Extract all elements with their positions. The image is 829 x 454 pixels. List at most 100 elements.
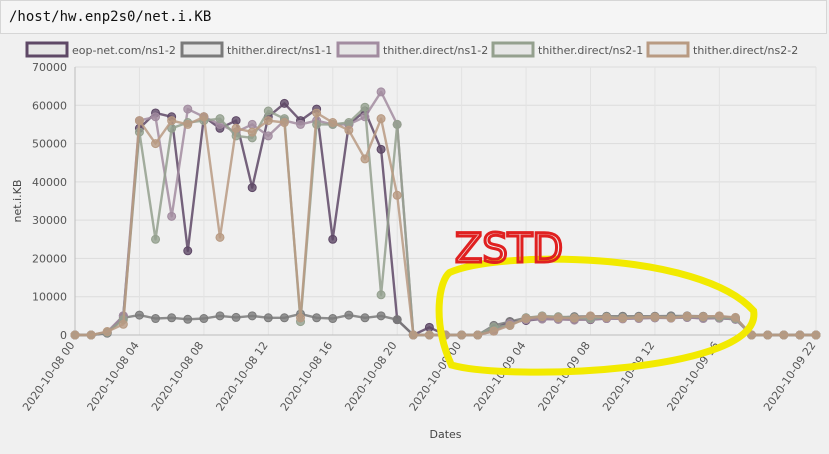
data-point[interactable] xyxy=(215,232,225,242)
legend-swatch xyxy=(646,41,690,58)
data-point[interactable] xyxy=(376,311,386,321)
data-point[interactable] xyxy=(151,139,161,149)
data-point[interactable] xyxy=(360,154,370,164)
x-tick-label: 2020-10-08 04 xyxy=(85,339,142,413)
data-point[interactable] xyxy=(553,313,563,323)
data-point[interactable] xyxy=(408,330,418,340)
data-point[interactable] xyxy=(650,312,660,322)
data-point[interactable] xyxy=(134,116,144,126)
data-point[interactable] xyxy=(199,112,209,122)
data-point[interactable] xyxy=(763,330,773,340)
data-point[interactable] xyxy=(505,320,515,330)
data-point[interactable] xyxy=(489,326,499,336)
data-point[interactable] xyxy=(360,313,370,323)
series-line xyxy=(75,102,816,337)
data-point[interactable] xyxy=(167,313,177,323)
legend-item[interactable]: thither.direct/ns2-2 xyxy=(646,41,798,58)
data-point[interactable] xyxy=(215,114,225,124)
data-point[interactable] xyxy=(344,118,354,128)
data-point[interactable] xyxy=(682,311,692,321)
y-axis-title: net.i.KB xyxy=(11,180,24,223)
data-point[interactable] xyxy=(167,116,177,126)
data-point[interactable] xyxy=(811,330,821,340)
data-point[interactable] xyxy=(151,314,161,324)
x-tick-label: 2020-10-09 00 xyxy=(407,339,464,413)
data-point[interactable] xyxy=(102,327,112,337)
data-point[interactable] xyxy=(569,313,579,323)
data-point[interactable] xyxy=(134,310,144,320)
data-point[interactable] xyxy=(747,330,757,340)
highlight-ellipse xyxy=(435,255,758,376)
data-point[interactable] xyxy=(247,183,257,193)
data-point[interactable] xyxy=(199,314,209,324)
data-point[interactable] xyxy=(698,312,708,322)
x-tick-label: 2020-10-09 04 xyxy=(471,339,528,413)
data-point[interactable] xyxy=(279,118,289,128)
data-point[interactable] xyxy=(70,330,80,340)
data-point[interactable] xyxy=(424,322,434,332)
data-point[interactable] xyxy=(279,313,289,323)
data-point[interactable] xyxy=(344,310,354,320)
data-point[interactable] xyxy=(328,314,338,324)
data-point[interactable] xyxy=(634,312,644,322)
data-point[interactable] xyxy=(183,246,193,256)
data-point[interactable] xyxy=(360,102,370,112)
data-point[interactable] xyxy=(231,116,241,126)
data-point[interactable] xyxy=(279,98,289,108)
data-point[interactable] xyxy=(376,290,386,300)
data-point[interactable] xyxy=(247,127,257,137)
data-point[interactable] xyxy=(183,104,193,114)
data-point[interactable] xyxy=(457,330,467,340)
data-point[interactable] xyxy=(473,330,483,340)
data-point[interactable] xyxy=(183,314,193,324)
data-point[interactable] xyxy=(424,330,434,340)
data-point[interactable] xyxy=(392,190,402,200)
x-tick-label: 2020-10-08 08 xyxy=(149,339,206,413)
legend-item[interactable]: thither.direct/ns1-1 xyxy=(180,41,332,58)
data-point[interactable] xyxy=(376,114,386,124)
data-point[interactable] xyxy=(602,312,612,322)
data-point[interactable] xyxy=(118,319,128,329)
data-point[interactable] xyxy=(263,131,273,141)
data-point[interactable] xyxy=(779,330,789,340)
legend[interactable]: eop-net.com/ns1-2 thither.direct/ns1-1 thi… xyxy=(25,41,798,58)
data-point[interactable] xyxy=(312,108,322,118)
data-point[interactable] xyxy=(151,234,161,244)
data-point[interactable] xyxy=(392,119,402,129)
data-point[interactable] xyxy=(328,234,338,244)
data-point[interactable] xyxy=(263,106,273,116)
legend-item[interactable]: thither.direct/ns1-2 xyxy=(336,41,488,58)
data-point[interactable] xyxy=(151,112,161,122)
data-point[interactable] xyxy=(215,311,225,321)
chart-title: /host/hw.enp2s0/net.i.KB xyxy=(9,9,212,25)
data-point[interactable] xyxy=(376,87,386,97)
data-point[interactable] xyxy=(666,313,676,323)
data-point[interactable] xyxy=(521,314,531,324)
y-tick-label: 50000 xyxy=(32,138,67,151)
data-point[interactable] xyxy=(296,119,306,129)
data-point[interactable] xyxy=(263,313,273,323)
legend-item[interactable]: thither.direct/ns2-1 xyxy=(491,41,643,58)
data-point[interactable] xyxy=(714,311,724,321)
data-point[interactable] xyxy=(344,125,354,135)
data-point[interactable] xyxy=(183,119,193,129)
data-point[interactable] xyxy=(247,119,257,129)
data-point[interactable] xyxy=(618,313,628,323)
data-point[interactable] xyxy=(312,313,322,323)
data-point[interactable] xyxy=(328,118,338,128)
data-point[interactable] xyxy=(730,312,740,322)
data-point[interactable] xyxy=(167,211,177,221)
data-point[interactable] xyxy=(86,330,96,340)
data-point[interactable] xyxy=(247,311,257,321)
data-point[interactable] xyxy=(585,311,595,321)
data-point[interactable] xyxy=(231,123,241,133)
data-point[interactable] xyxy=(795,330,805,340)
data-point[interactable] xyxy=(263,116,273,126)
data-point[interactable] xyxy=(231,312,241,322)
data-point[interactable] xyxy=(392,315,402,325)
data-point[interactable] xyxy=(376,144,386,154)
legend-item[interactable]: eop-net.com/ns1-2 xyxy=(25,41,176,58)
data-point[interactable] xyxy=(296,313,306,323)
data-point[interactable] xyxy=(537,312,547,322)
